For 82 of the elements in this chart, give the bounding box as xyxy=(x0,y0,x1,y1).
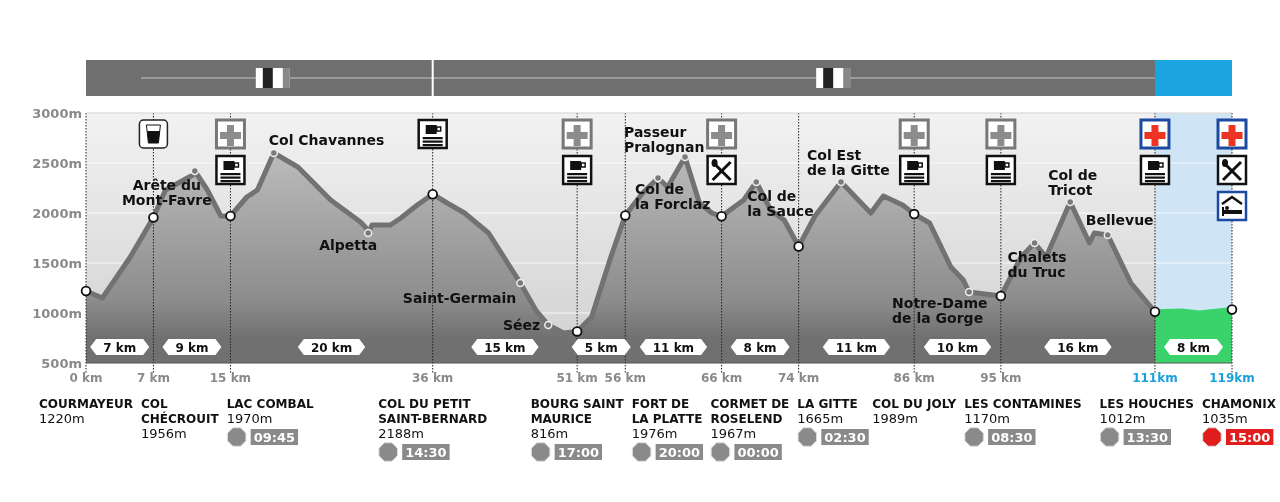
point xyxy=(1103,230,1113,240)
annotation: Bellevue xyxy=(1085,212,1154,228)
text: 20:00 xyxy=(658,445,701,460)
annotation: Notre-Dame de la Gorge xyxy=(892,295,988,326)
annotation: Col Chavannes xyxy=(268,132,385,148)
point xyxy=(571,326,583,337)
annotation: 11 km xyxy=(652,340,695,355)
text: 09:45 xyxy=(253,430,296,445)
annotation: Alpetta xyxy=(319,237,378,253)
point xyxy=(363,228,373,238)
annotation: 20 km xyxy=(310,340,353,355)
x-tick-label: 86 km xyxy=(893,371,935,385)
point xyxy=(80,285,92,297)
text: 00:00 xyxy=(737,445,779,460)
text: LAC COMBAL 1970m xyxy=(226,397,314,426)
text: 08:30 xyxy=(991,430,1033,445)
point xyxy=(908,208,920,220)
point xyxy=(964,287,974,297)
annotation: Col de Tricot xyxy=(1048,167,1098,198)
text: CORMET DE ROSELEND 1967m xyxy=(710,397,790,441)
y-tick-label: 2000m xyxy=(32,205,82,221)
point xyxy=(225,210,236,222)
x-tick-label: 56 km xyxy=(604,371,646,385)
x-tick-label: 95 km xyxy=(980,371,1022,385)
x-tick-label: 36 km xyxy=(412,371,454,385)
x-tick-label: 74 km xyxy=(777,371,820,385)
text: BOURG SAINT MAURICE 816m xyxy=(530,397,625,441)
text: LA GITTE 1665m xyxy=(797,397,858,426)
annotation: Col de la Forclaz xyxy=(635,181,711,212)
text: LES CONTAMINES 1170m xyxy=(964,397,1082,426)
x-tick-label: 7 km xyxy=(136,371,170,385)
text: 17:00 xyxy=(557,445,600,460)
text: COL CHÉCROUIT 1956m xyxy=(140,397,220,441)
annotation: Arête du Mont-Favre xyxy=(121,177,212,208)
point xyxy=(995,290,1007,302)
point xyxy=(544,320,553,330)
point xyxy=(620,210,631,221)
annotation: 10 km xyxy=(936,340,979,355)
x-tick-label: 15 km xyxy=(209,371,252,385)
annotation: 7 km xyxy=(103,340,137,355)
point xyxy=(1065,197,1075,207)
annotation: Séez xyxy=(503,317,541,333)
text: 15:00 xyxy=(1228,430,1271,445)
annotation: 5 km xyxy=(584,340,618,355)
point xyxy=(1030,238,1039,248)
point xyxy=(716,211,727,222)
point xyxy=(516,278,525,288)
x-tick-label: 66 km xyxy=(700,371,743,385)
text: 13:30 xyxy=(1126,430,1168,445)
annotation: 11 km xyxy=(835,340,878,355)
text: COURMAYEUR 1220m xyxy=(39,397,133,426)
point xyxy=(148,212,159,223)
annotation: 16 km xyxy=(1057,340,1099,355)
annotation: 9 km xyxy=(175,340,209,355)
y-tick-label: 2500m xyxy=(32,155,82,171)
point xyxy=(1149,306,1161,318)
text: LES HOUCHES 1012m xyxy=(1099,397,1194,426)
annotation: 8 km xyxy=(1176,340,1210,355)
annotation: Passeur Pralognan xyxy=(624,124,705,155)
annotation: Saint-Germain xyxy=(402,290,517,306)
x-tick-label: 119km xyxy=(1209,371,1255,385)
annotation: Col Est de la Gitte xyxy=(807,147,890,178)
y-tick-label: 1500m xyxy=(32,255,82,271)
point xyxy=(793,241,804,252)
text: COL DU JOLY 1989m xyxy=(872,397,957,426)
text: 02:30 xyxy=(824,430,866,445)
text: FORT DE LA PLATTE 1976m xyxy=(631,397,703,441)
text: COL DU PETIT SAINT-BERNARD 2188m xyxy=(378,397,488,441)
point xyxy=(427,188,438,200)
x-tick-label: 0 km xyxy=(69,371,103,385)
annotation: Chalets du Truc xyxy=(1007,249,1067,280)
y-tick-label: 1000m xyxy=(32,305,82,321)
y-tick-label: 500m xyxy=(41,355,82,371)
point xyxy=(1226,304,1238,315)
y-tick-label: 3000m xyxy=(32,105,82,121)
x-tick-label: 111km xyxy=(1132,371,1178,385)
annotation: Col de la Sauce xyxy=(747,188,814,219)
x-tick-label: 51 km xyxy=(556,371,598,385)
text: 14:30 xyxy=(405,445,447,460)
text: CHAMONIX 1035m xyxy=(1201,397,1277,426)
annotation: 15 km xyxy=(484,340,526,355)
annotation: 8 km xyxy=(743,340,777,355)
